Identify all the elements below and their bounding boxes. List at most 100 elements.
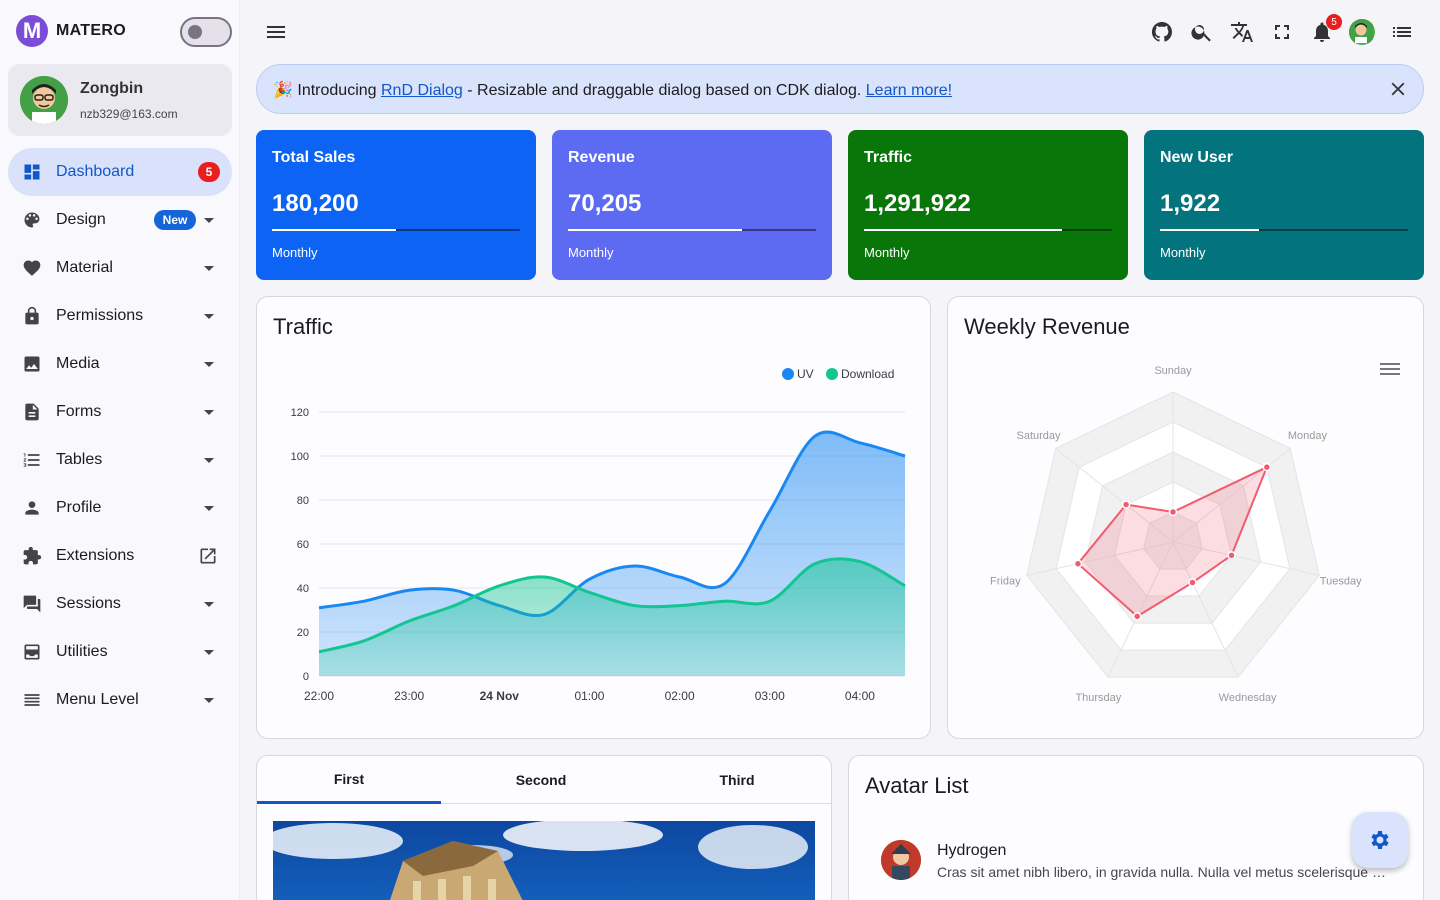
chevron-down-icon <box>204 362 214 367</box>
nav-item-sessions[interactable]: Sessions <box>8 580 232 628</box>
radar-spoke <box>1026 541 1174 576</box>
radar-axis-label: Tuesday <box>1320 575 1362 587</box>
nav-item-permissions[interactable]: Permissions <box>8 292 232 340</box>
nav-label: Material <box>56 259 113 276</box>
avatar <box>20 76 68 124</box>
tab-third[interactable]: Third <box>719 772 755 788</box>
close-icon[interactable] <box>1387 78 1409 100</box>
nav-badge: 5 <box>198 162 220 182</box>
nav-item-utilities[interactable]: Utilities <box>8 628 232 676</box>
nav-label: Forms <box>56 403 102 420</box>
avatar <box>1349 19 1375 45</box>
tab-second[interactable]: Second <box>515 772 567 788</box>
user-menu-button[interactable] <box>1348 18 1376 46</box>
radar-axis-label: Sunday <box>1154 365 1192 377</box>
sidebar-notice-button[interactable] <box>1388 18 1416 46</box>
nav-item-design[interactable]: Design New <box>8 196 232 244</box>
github-button[interactable] <box>1148 18 1176 46</box>
series-area <box>319 558 905 676</box>
radar-point <box>1132 612 1142 621</box>
y-tick-label: 100 <box>291 451 309 463</box>
radar-axis-label: Thursday <box>1075 692 1121 704</box>
radar-axis-label: Saturday <box>1017 430 1062 442</box>
chevron-down-icon <box>204 314 214 319</box>
series-line <box>318 557 906 654</box>
notifications-button[interactable]: 5 <box>1308 14 1342 46</box>
lock-icon <box>25 306 39 325</box>
nav-item-media[interactable]: Media <box>8 340 232 388</box>
image-icon <box>24 356 40 372</box>
translate-icon <box>1231 22 1253 42</box>
palette-icon <box>24 212 40 228</box>
theme-toggle[interactable] <box>180 17 232 47</box>
card-title: Weekly Revenue <box>964 314 1130 339</box>
nav-label: Menu Level <box>56 691 139 708</box>
chevron-down-icon <box>204 218 214 223</box>
translate-button[interactable] <box>1228 18 1256 46</box>
heart-icon <box>23 260 41 276</box>
new-badge: New <box>154 210 196 230</box>
list-item-title: Hydrogen <box>937 842 1007 859</box>
x-tick-label: 22:00 <box>304 689 334 703</box>
stat-card-traffic: Traffic 1,291,922 Monthly <box>848 130 1128 280</box>
stat-progress <box>568 229 816 231</box>
tab-first[interactable]: First <box>257 756 441 804</box>
search-icon <box>1191 25 1211 42</box>
radar-axis-label: Wednesday <box>1219 692 1277 704</box>
learn-more-link[interactable]: Learn more! <box>865 82 953 99</box>
nav-item-profile[interactable]: Profile <box>8 484 232 532</box>
stat-card-total-sales: Total Sales 180,200 Monthly <box>256 130 536 280</box>
rnd-dialog-link[interactable]: RnD Dialog <box>381 82 463 99</box>
user-panel[interactable]: Zongbin nzb329@163.com <box>8 64 232 136</box>
gear-icon <box>1371 831 1389 849</box>
nav-item-menu-level[interactable]: Menu Level <box>8 676 232 724</box>
radar-spoke <box>1107 541 1174 678</box>
nav-item-material[interactable]: Material <box>8 244 232 292</box>
stat-title: Traffic <box>864 149 913 166</box>
stat-value: 180,200 <box>272 190 359 217</box>
stat-title: Total Sales <box>272 149 356 166</box>
tab-bar: First Second Third <box>257 756 831 804</box>
chevron-down-icon <box>204 410 214 415</box>
tabs-card: First Second Third <box>256 755 832 900</box>
menu-icon[interactable] <box>264 20 288 44</box>
announcement-banner: 🎉 Introducing RnD Dialog - Resizable and… <box>256 64 1424 114</box>
dashboard-icon <box>24 164 40 180</box>
nav-item-extensions[interactable]: Extensions <box>8 532 232 580</box>
avatar <box>881 840 921 880</box>
nav-label: Utilities <box>56 643 108 660</box>
brand[interactable]: M MATERO <box>16 15 126 47</box>
search-button[interactable] <box>1188 18 1216 46</box>
fullscreen-button[interactable] <box>1268 18 1296 46</box>
legend-label: UV <box>797 367 814 381</box>
nav-label: Sessions <box>56 595 121 612</box>
y-tick-label: 80 <box>297 495 309 507</box>
avatar-illustration <box>881 840 921 880</box>
nav-item-forms[interactable]: Forms <box>8 388 232 436</box>
weekly-revenue-card: Weekly Revenue Sunday Monday Tuesday Wednes… <box>947 296 1424 739</box>
y-tick-label: 0 <box>303 671 309 683</box>
radar-chart: Sunday Monday Tuesday Wednesday Thursday Frid… <box>990 365 1362 704</box>
list-icon <box>24 694 40 706</box>
stat-progress <box>864 229 1112 231</box>
toggle-knob <box>188 25 202 39</box>
nav-label: Design <box>56 211 106 228</box>
header-actions: 5 <box>1136 14 1416 46</box>
settings-fab[interactable] <box>1352 812 1408 868</box>
nav-label: Media <box>56 355 100 372</box>
notification-badge: 5 <box>1326 14 1342 30</box>
list-item-description: Cras sit amet nibh libero, in gravida nu… <box>937 864 1387 880</box>
nav-item-dashboard[interactable]: Dashboard 5 <box>8 148 232 196</box>
stat-progress-fill <box>864 229 1063 231</box>
legend-marker <box>826 368 838 380</box>
stat-card-new-user: New User 1,922 Monthly <box>1144 130 1424 280</box>
radar-axis-label: Monday <box>1288 430 1328 442</box>
nav-label: Permissions <box>56 307 144 324</box>
chart-menu-icon[interactable] <box>1378 359 1402 379</box>
bell-icon <box>1314 22 1330 42</box>
sidebar: M MATERO Zongbin nzb329@163.com Dashboar… <box>0 0 240 900</box>
user-name: Zongbin <box>80 80 144 97</box>
nav-item-tables[interactable]: Tables <box>8 436 232 484</box>
stat-card-revenue: Revenue 70,205 Monthly <box>552 130 832 280</box>
stat-footer: Monthly <box>1160 245 1206 260</box>
